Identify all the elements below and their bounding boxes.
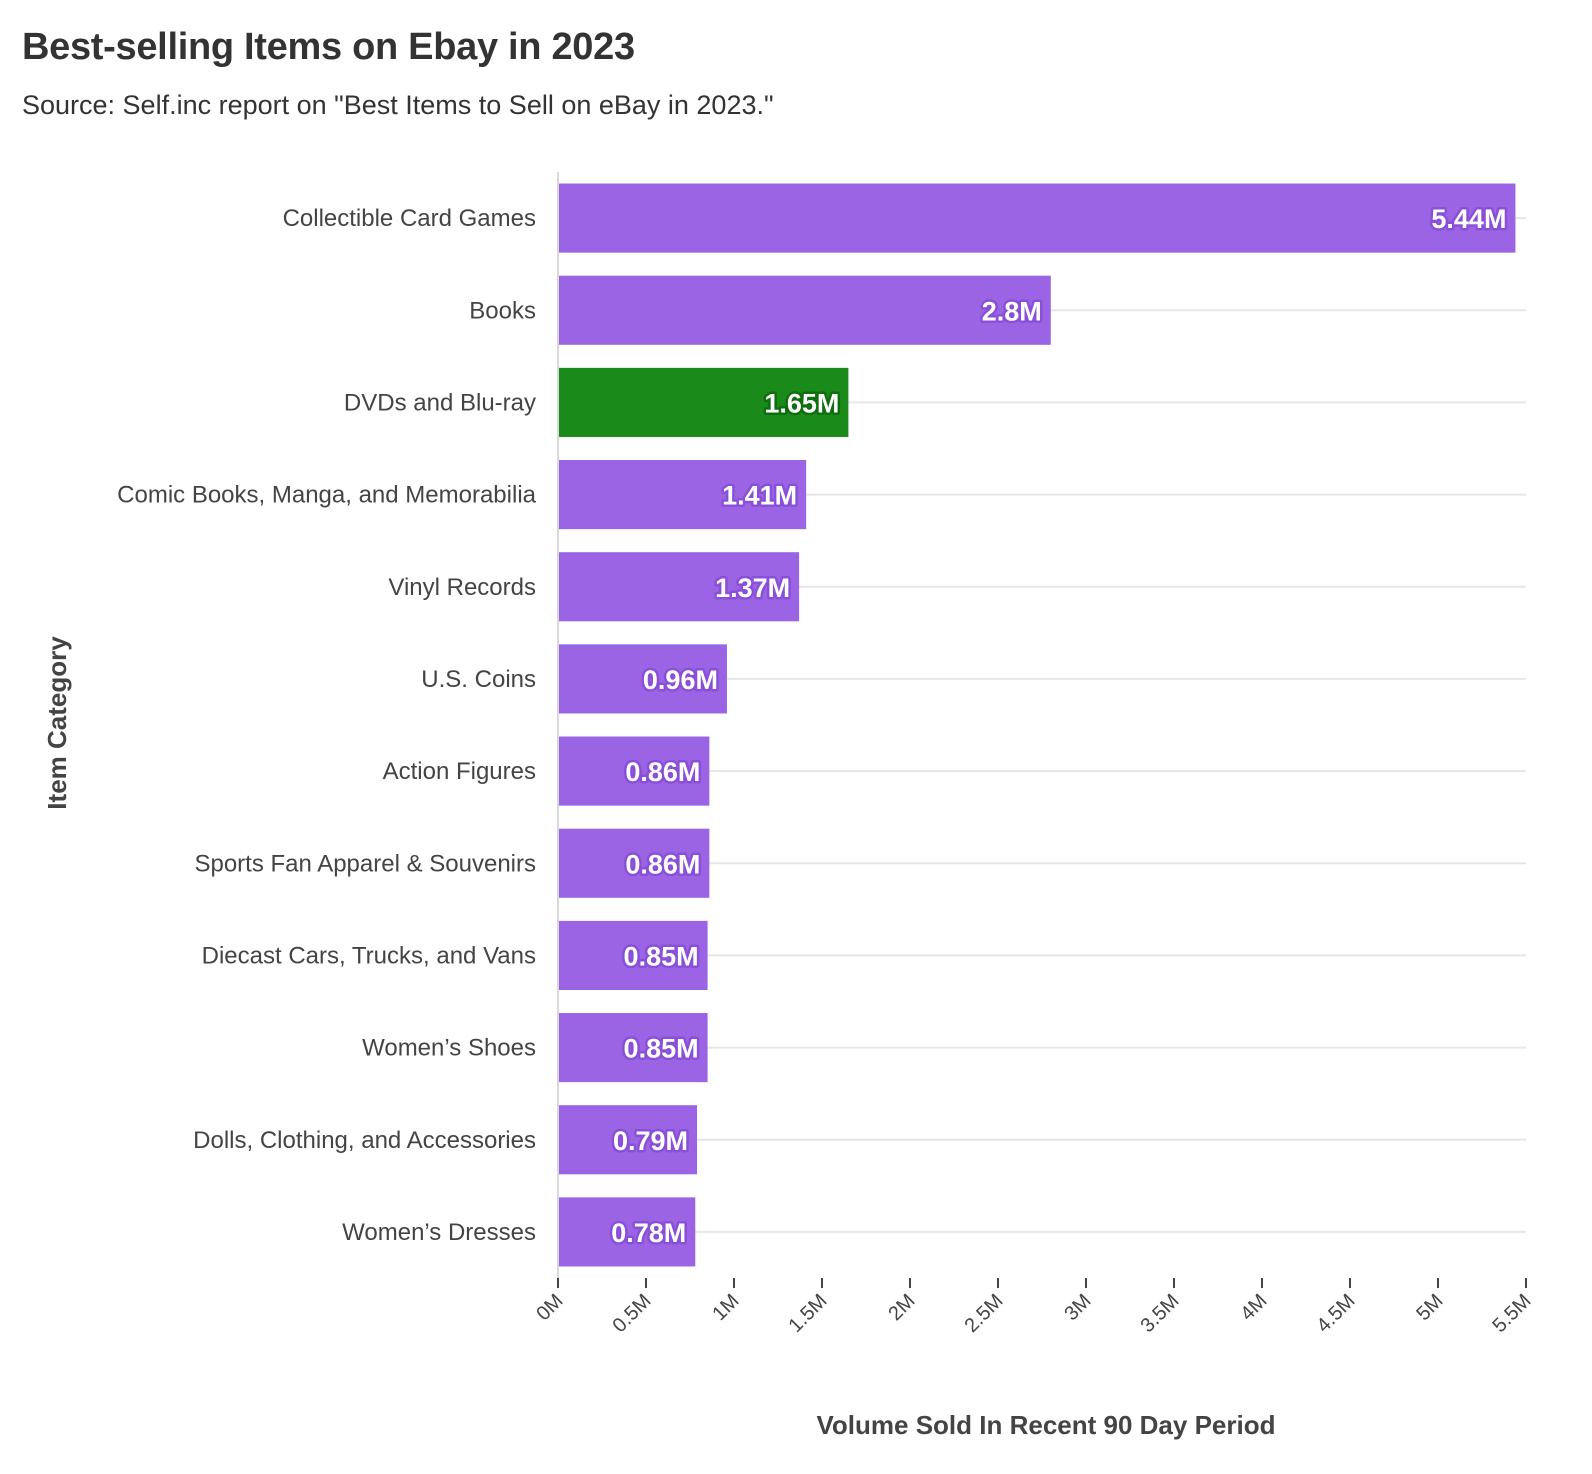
x-tick-label: 3.5M bbox=[1137, 1290, 1184, 1337]
bar bbox=[558, 275, 1051, 345]
category-label: Women’s Shoes bbox=[362, 1035, 536, 1062]
category-label: Action Figures bbox=[383, 758, 536, 785]
category-label: U.S. Coins bbox=[421, 666, 536, 693]
x-tick-label: 0.5M bbox=[609, 1290, 656, 1337]
x-tick-label: 3M bbox=[1060, 1290, 1095, 1325]
x-tick-label: 5.5M bbox=[1489, 1290, 1536, 1337]
data-label: 0.85M bbox=[624, 941, 699, 971]
category-label: Dolls, Clothing, and Accessories bbox=[193, 1127, 536, 1154]
data-label: 5.44M bbox=[1431, 204, 1506, 234]
bar bbox=[558, 552, 800, 622]
bar bbox=[558, 183, 1516, 253]
category-label: Collectible Card Games bbox=[283, 205, 536, 232]
data-label: 1.65M bbox=[764, 388, 839, 418]
data-label: 0.86M bbox=[625, 757, 700, 787]
bar bbox=[558, 644, 727, 714]
category-label: Sports Fan Apparel & Souvenirs bbox=[194, 850, 536, 877]
bar bbox=[558, 828, 710, 898]
data-label: 1.37M bbox=[715, 573, 790, 603]
category-label: Diecast Cars, Trucks, and Vans bbox=[202, 942, 536, 969]
data-label: 0.96M bbox=[643, 665, 718, 695]
x-tick-label: 2M bbox=[884, 1290, 919, 1325]
x-tick-label: 5M bbox=[1412, 1290, 1447, 1325]
bar bbox=[558, 920, 708, 990]
bar bbox=[558, 367, 849, 437]
bar bbox=[558, 1197, 696, 1267]
data-label: 1.41M bbox=[722, 481, 797, 511]
data-label: 2.8M bbox=[982, 296, 1042, 326]
category-label: Books bbox=[469, 297, 536, 324]
data-label: 0.78M bbox=[611, 1218, 686, 1248]
category-labels: Collectible Card Games Books DVDs and Blu-… bbox=[117, 205, 537, 1246]
y-axis-title: Item Category bbox=[42, 636, 72, 810]
data-label: 0.79M bbox=[613, 1126, 688, 1156]
bar bbox=[558, 1013, 708, 1083]
bar bbox=[558, 736, 710, 806]
category-label: Comic Books, Manga, and Memorabilia bbox=[117, 482, 537, 509]
category-label: DVDs and Blu-ray bbox=[344, 389, 536, 416]
category-label: Women’s Dresses bbox=[342, 1219, 536, 1246]
x-tick-label: 4.5M bbox=[1313, 1290, 1360, 1337]
x-tick-label: 2.5M bbox=[961, 1290, 1008, 1337]
bar bbox=[558, 460, 807, 530]
data-labels: 5.44M 2.8M 1.65M 1.41M 1.37M 0.96M 0.86M 0.86M 0… bbox=[609, 202, 1509, 1251]
data-label: 0.85M bbox=[624, 1034, 699, 1064]
chart-title: Best-selling Items on Ebay in 2023 bbox=[22, 26, 635, 68]
bar bbox=[558, 1105, 698, 1175]
bars bbox=[558, 183, 1516, 1267]
x-tick-label: 0M bbox=[532, 1290, 567, 1325]
x-axis-title: Volume Sold In Recent 90 Day Period bbox=[817, 1410, 1276, 1440]
category-label: Vinyl Records bbox=[388, 574, 536, 601]
data-label: 0.86M bbox=[625, 849, 700, 879]
x-tick-label: 1.5M bbox=[785, 1290, 832, 1337]
chart-subtitle: Source: Self.inc report on "Best Items t… bbox=[22, 90, 774, 120]
x-tick-label: 1M bbox=[708, 1290, 743, 1325]
x-tick-label: 4M bbox=[1236, 1290, 1271, 1325]
